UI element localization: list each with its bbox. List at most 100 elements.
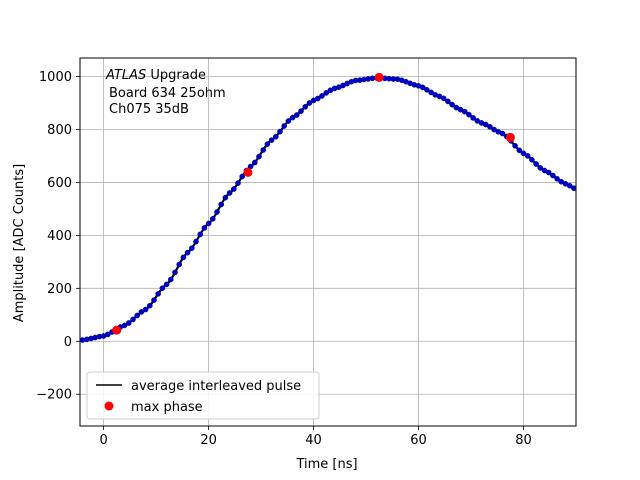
pulse-sample-point xyxy=(520,150,527,157)
max-phase-point xyxy=(374,72,384,82)
pulse-sample-point xyxy=(142,306,149,313)
pulse-sample-point xyxy=(314,95,321,102)
legend-label-max-phase: max phase xyxy=(131,400,203,415)
pulse-sample-point xyxy=(554,175,560,182)
y-tick-label: 200 xyxy=(47,282,72,297)
axis-ticks: 0 20 40 60 80 −200 0 200 400 600 800 1000 xyxy=(36,70,532,448)
pulse-sample-point xyxy=(218,201,224,208)
pulse-sample-point xyxy=(138,309,145,315)
pulse-sample-point xyxy=(285,118,292,124)
pulse-sample-point xyxy=(197,231,203,238)
pulse-sample-point xyxy=(516,147,523,154)
pulse-sample-point xyxy=(487,124,493,130)
pulse-sample-point xyxy=(260,147,267,153)
pulse-sample-point xyxy=(130,316,136,323)
max-phase-point xyxy=(505,132,515,142)
pulse-sample-point xyxy=(298,108,304,114)
y-tick-label: −200 xyxy=(36,388,72,403)
pulse-sample-point xyxy=(449,101,455,108)
pulse-sample-point xyxy=(533,161,539,167)
pulse-sample-point xyxy=(126,320,132,326)
pulse-sample-point xyxy=(159,285,166,292)
pulse-sample-point xyxy=(445,98,451,105)
pulse-sample-point xyxy=(151,297,157,303)
pulse-sample-point xyxy=(226,190,233,196)
pulse-sample-point xyxy=(201,225,208,231)
pulse-sample-point xyxy=(482,121,489,128)
pulse-sample-point xyxy=(222,194,229,201)
pulse-sample-point xyxy=(470,115,476,121)
pulse-sample-point xyxy=(491,126,497,133)
pulse-series xyxy=(80,72,576,343)
series-layer xyxy=(80,72,576,343)
pulse-sample-point xyxy=(172,269,178,276)
pulse-sample-point xyxy=(306,100,313,106)
pulse-sample-point xyxy=(272,133,279,140)
pulse-sample-point xyxy=(440,95,447,102)
pulse-sample-point xyxy=(512,142,518,149)
pulse-sample-point xyxy=(323,90,330,96)
pulse-sample-point xyxy=(205,220,212,227)
y-tick-label: 400 xyxy=(47,229,72,244)
pulse-sample-point xyxy=(537,165,544,171)
pulse-sample-point xyxy=(193,238,199,245)
x-tick-label: 80 xyxy=(515,433,532,448)
pulse-sample-point xyxy=(264,141,271,147)
pulse-sample-point xyxy=(550,172,556,179)
y-tick-label: 600 xyxy=(47,176,72,191)
pulse-sample-point xyxy=(209,215,216,222)
y-tick-label: 1000 xyxy=(39,70,72,85)
plot-frame xyxy=(79,57,577,427)
pulse-sample-point xyxy=(289,114,296,121)
pulse-sample-point xyxy=(235,180,241,186)
legend: average interleaved pulse max phase xyxy=(86,371,320,420)
pulse-sample-point xyxy=(239,173,245,180)
pulse-sample-point xyxy=(184,249,191,256)
pulse-sample-point xyxy=(293,112,300,118)
pulse-sample-point xyxy=(277,128,283,135)
pulse-sample-point xyxy=(524,153,531,159)
pulse-sample-point xyxy=(180,254,187,261)
pulse-sample-point xyxy=(155,290,161,297)
annotation-line-3: Ch075 35dB xyxy=(109,102,189,117)
y-tick-label: 0 xyxy=(64,335,72,350)
max-phase-point xyxy=(112,325,122,335)
max-phase-point xyxy=(243,167,253,177)
pulse-sample-point xyxy=(268,137,275,143)
annotation-upgrade: Upgrade xyxy=(146,68,206,83)
pulse-sample-point xyxy=(167,276,174,283)
pulse-sample-point xyxy=(146,302,153,309)
pulse-sample-point xyxy=(428,89,434,96)
x-tick-label: 60 xyxy=(410,433,427,448)
legend-dot-swatch xyxy=(104,401,114,411)
pulse-sample-point xyxy=(188,245,195,251)
pulse-sample-point xyxy=(134,312,140,319)
pulse-sample-point xyxy=(466,111,472,118)
pulse-sample-point xyxy=(251,159,258,166)
y-axis-label: Amplitude [ADC Counts] xyxy=(12,164,27,322)
pulse-sample-point xyxy=(499,130,506,137)
x-tick-label: 0 xyxy=(99,433,107,448)
pulse-sample-point xyxy=(302,104,309,110)
annotation-atlas: ATLAS xyxy=(105,68,146,83)
pulse-sample-point xyxy=(571,185,576,191)
x-axis-label: Time [ns] xyxy=(295,457,357,472)
pulse-sample-point xyxy=(319,93,325,99)
pulse-sample-point xyxy=(424,87,430,93)
annotation-line-1: ATLAS Upgrade xyxy=(105,68,206,83)
legend-box xyxy=(86,371,320,420)
pulse-sample-point xyxy=(461,108,468,115)
pulse-sample-point xyxy=(566,182,573,189)
pulse-sample-point xyxy=(529,156,535,163)
pulse-sample-point xyxy=(256,153,262,160)
pulse-sample-point xyxy=(105,331,111,338)
pulse-sample-point xyxy=(121,322,128,329)
annotation-line-2: Board 634 25ohm xyxy=(109,86,226,101)
legend-label-pulse: average interleaved pulse xyxy=(131,379,301,394)
pulse-sample-point xyxy=(230,186,237,192)
pulse-sample-point xyxy=(545,169,552,176)
x-tick-label: 20 xyxy=(200,433,217,448)
x-tick-label: 40 xyxy=(305,433,322,448)
pulse-sample-point xyxy=(214,209,220,215)
